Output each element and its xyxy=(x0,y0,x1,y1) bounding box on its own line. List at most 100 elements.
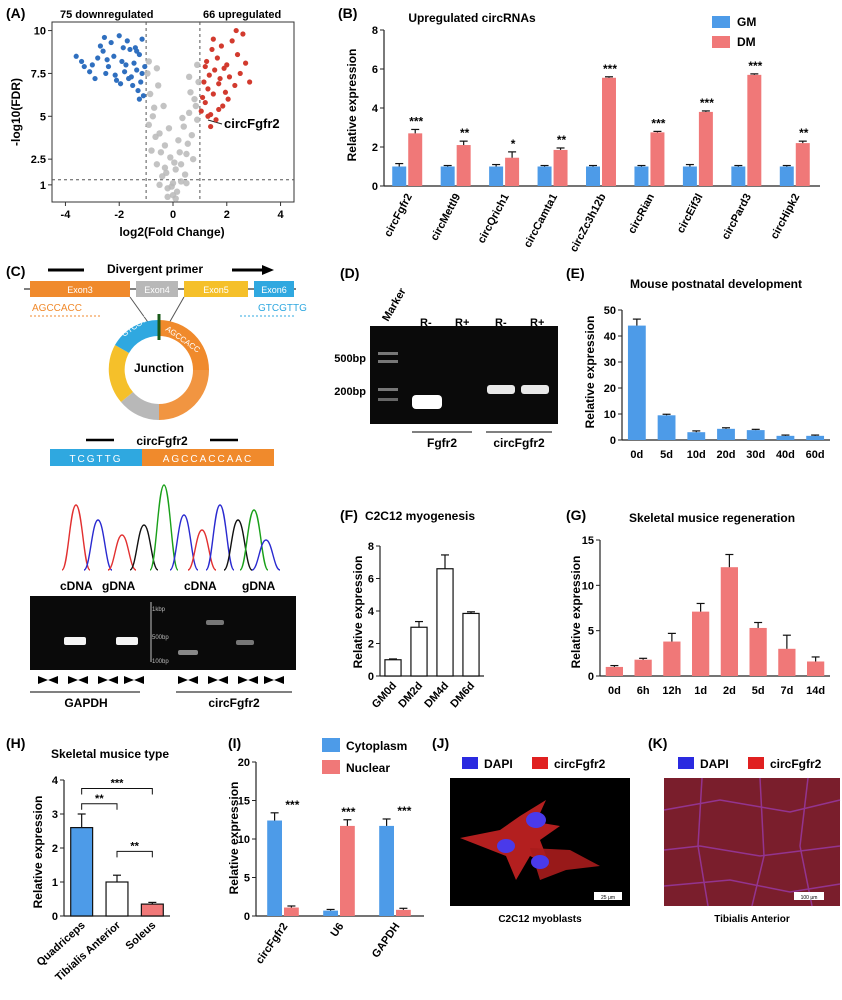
b-bar-2-1 xyxy=(505,157,520,186)
b-bar-1-1 xyxy=(456,145,471,186)
h-ytick-label-4: 4 xyxy=(52,775,59,787)
chart-h-title: Skeletal musice type xyxy=(51,747,169,761)
g-xlabel-3: 1d xyxy=(694,685,707,697)
legend-k-dapi: DAPI xyxy=(700,757,729,771)
g-bar-4-0 xyxy=(720,567,738,676)
f-bar-2-0 xyxy=(436,568,454,677)
volcano-point-0-14 xyxy=(116,33,122,39)
legend-j-circ: circFgfr2 xyxy=(554,757,606,771)
volcano-point-2-24 xyxy=(160,102,167,110)
volcano-point-2-11 xyxy=(175,137,182,144)
volcano-point-1-1 xyxy=(199,94,206,101)
volcano-point-2-38 xyxy=(144,70,151,77)
fish-image-muscle: DAPI circFgfr2 100 μm Tibialis Anterior xyxy=(663,757,841,925)
g-xlabel-4: 2d xyxy=(723,685,736,697)
gel-c-ladder-2: 500bp xyxy=(152,635,169,641)
volcano-ytick-label-2: 5 xyxy=(40,111,46,123)
chart-g-title: Skeletal musice regeneration xyxy=(629,511,795,525)
volcano-point-2-47 xyxy=(177,161,185,168)
f-ytick-label-3: 6 xyxy=(368,574,374,586)
exon5-label: Exon5 xyxy=(203,285,229,295)
volcano-point-2-13 xyxy=(180,123,187,130)
i-ytick-label-0: 0 xyxy=(244,911,250,923)
i-sig-2: *** xyxy=(397,804,411,818)
volcano-plot: 75 downregulated 66 upregulated circFgfr… xyxy=(9,9,295,239)
b-sig-2: * xyxy=(511,137,516,151)
b-xlabel-2: circQrich1 xyxy=(476,192,512,246)
volcano-point-0-12 xyxy=(111,53,117,59)
gel-d-lane-3: R- xyxy=(495,317,507,329)
volcano-point-1-9 xyxy=(210,91,216,97)
volcano-point-1-11 xyxy=(213,117,219,123)
gel-d-lane-1: R- xyxy=(420,317,432,329)
i-sig-1: *** xyxy=(341,805,355,819)
i-xlabel-1: U6 xyxy=(329,921,347,939)
volcano-xtick-label-4: 4 xyxy=(277,209,284,221)
volcano-point-2-30 xyxy=(176,149,183,156)
volcano-point-0-7 xyxy=(97,43,103,49)
primer-orientation-icons xyxy=(38,676,284,684)
volcano-point-2-14 xyxy=(183,150,190,158)
volcano-point-1-2 xyxy=(201,79,207,85)
f-ytick-label-2: 4 xyxy=(368,606,375,618)
volcano-point-2-37 xyxy=(195,78,202,86)
volcano-point-1-33 xyxy=(208,123,214,130)
panel-j-tag: (J) xyxy=(432,735,449,751)
b-sig-4: *** xyxy=(603,62,617,76)
gel-c-ladder xyxy=(150,602,152,662)
g-bar-7-0 xyxy=(807,661,825,676)
gel-d-size-2: 200bp xyxy=(334,386,366,398)
volcano-point-0-1 xyxy=(78,58,85,65)
legend-dm-swatch xyxy=(712,36,730,48)
g-ytick-label-2: 10 xyxy=(582,580,594,592)
f-xlabel-3: DM6d xyxy=(448,680,477,710)
gel-c-label-1: cDNA xyxy=(60,579,93,593)
volcano-ylabel: -log10(FDR) xyxy=(9,78,23,146)
legend-j-dapi: DAPI xyxy=(484,757,513,771)
volcano-point-0-20 xyxy=(130,82,136,89)
volcano-point-0-29 xyxy=(142,63,148,70)
volcano-point-0-13 xyxy=(113,77,120,83)
b-xlabel-6: circEif3l xyxy=(675,192,706,235)
gel-d-band-fgfr2 xyxy=(412,395,442,409)
volcano-point-0-23 xyxy=(134,67,140,73)
fish-k-caption: Tibialis Anterior xyxy=(714,914,790,925)
b-xlabel-7: circPard3 xyxy=(720,192,754,242)
ring-guide-left xyxy=(129,296,151,326)
ring-segment-exon3 xyxy=(159,320,209,370)
gel-d-lane-2: R+ xyxy=(455,317,469,329)
fractionation-chart: Relative expression Cytoplasm Nuclear 0 5… xyxy=(227,738,424,966)
volcano-point-1-34 xyxy=(233,27,239,34)
panel-k-tag: (K) xyxy=(648,735,667,751)
volcano-point-2-19 xyxy=(146,90,154,98)
volcano-point-0-4 xyxy=(89,62,95,68)
exon6-label: Exon6 xyxy=(261,285,287,295)
volcano-point-1-12 xyxy=(214,55,220,61)
i-bar-2-1 xyxy=(396,909,411,916)
sanger-chromatogram xyxy=(61,484,281,571)
volcano-point-2-29 xyxy=(173,188,181,195)
h-bar-1-0 xyxy=(105,881,129,917)
volcano-point-1-29 xyxy=(210,36,216,42)
b-sig-0: *** xyxy=(409,114,423,128)
i-bar-1-1 xyxy=(340,825,355,916)
volcano-xtick-label-0: -4 xyxy=(61,209,72,221)
e-ytick-label-5: 50 xyxy=(604,305,616,317)
volcano-point-1-16 xyxy=(220,103,226,109)
fish-j-nucleus-2 xyxy=(526,812,546,828)
gel-d-size-1: 500bp xyxy=(334,353,366,365)
gel-d-ladder-3 xyxy=(378,388,398,391)
volcano-point-2-18 xyxy=(194,116,201,123)
volcano-point-1-5 xyxy=(205,86,211,92)
volcano-point-2-23 xyxy=(157,149,165,156)
volcano-point-1-0 xyxy=(198,108,204,114)
volcano-point-1-27 xyxy=(247,79,253,85)
volcano-point-1-30 xyxy=(202,63,208,70)
volcano-point-1-24 xyxy=(237,70,243,77)
volcano-point-2-15 xyxy=(185,109,193,117)
fish-k-scale-text: 100 μm xyxy=(801,895,818,901)
gel-c-band-1 xyxy=(64,637,86,645)
gel-c-ladder-3: 100bp xyxy=(152,659,169,665)
h-bracket-1 xyxy=(81,788,153,795)
